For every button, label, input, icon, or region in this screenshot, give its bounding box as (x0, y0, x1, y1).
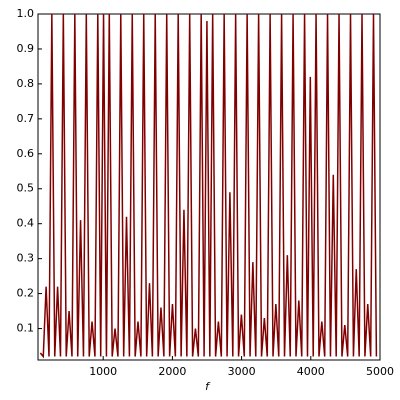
y-tick-label: 0.6 (17, 147, 35, 160)
data-line (39, 14, 378, 359)
y-tick-label: 0.8 (17, 77, 35, 90)
y-tick-label: 1.0 (17, 7, 35, 20)
y-tick-label: 0.1 (17, 322, 35, 335)
plot-frame (37, 13, 381, 361)
x-tick-label: 5000 (366, 365, 394, 378)
x-tick-label: 1000 (89, 365, 117, 378)
x-axis-label: f (205, 380, 211, 393)
x-tick-label: 3000 (228, 365, 256, 378)
y-tick-label: 0.9 (17, 42, 35, 55)
y-tick-label: 0.2 (17, 287, 35, 300)
y-tick-label: 0.5 (17, 182, 35, 195)
x-tick-label: 4000 (297, 365, 325, 378)
x-tick-label: 2000 (158, 365, 186, 378)
y-tick-label: 0.3 (17, 252, 35, 265)
y-tick-label: 0.4 (17, 217, 35, 230)
y-tick-label: 0.7 (17, 112, 35, 125)
